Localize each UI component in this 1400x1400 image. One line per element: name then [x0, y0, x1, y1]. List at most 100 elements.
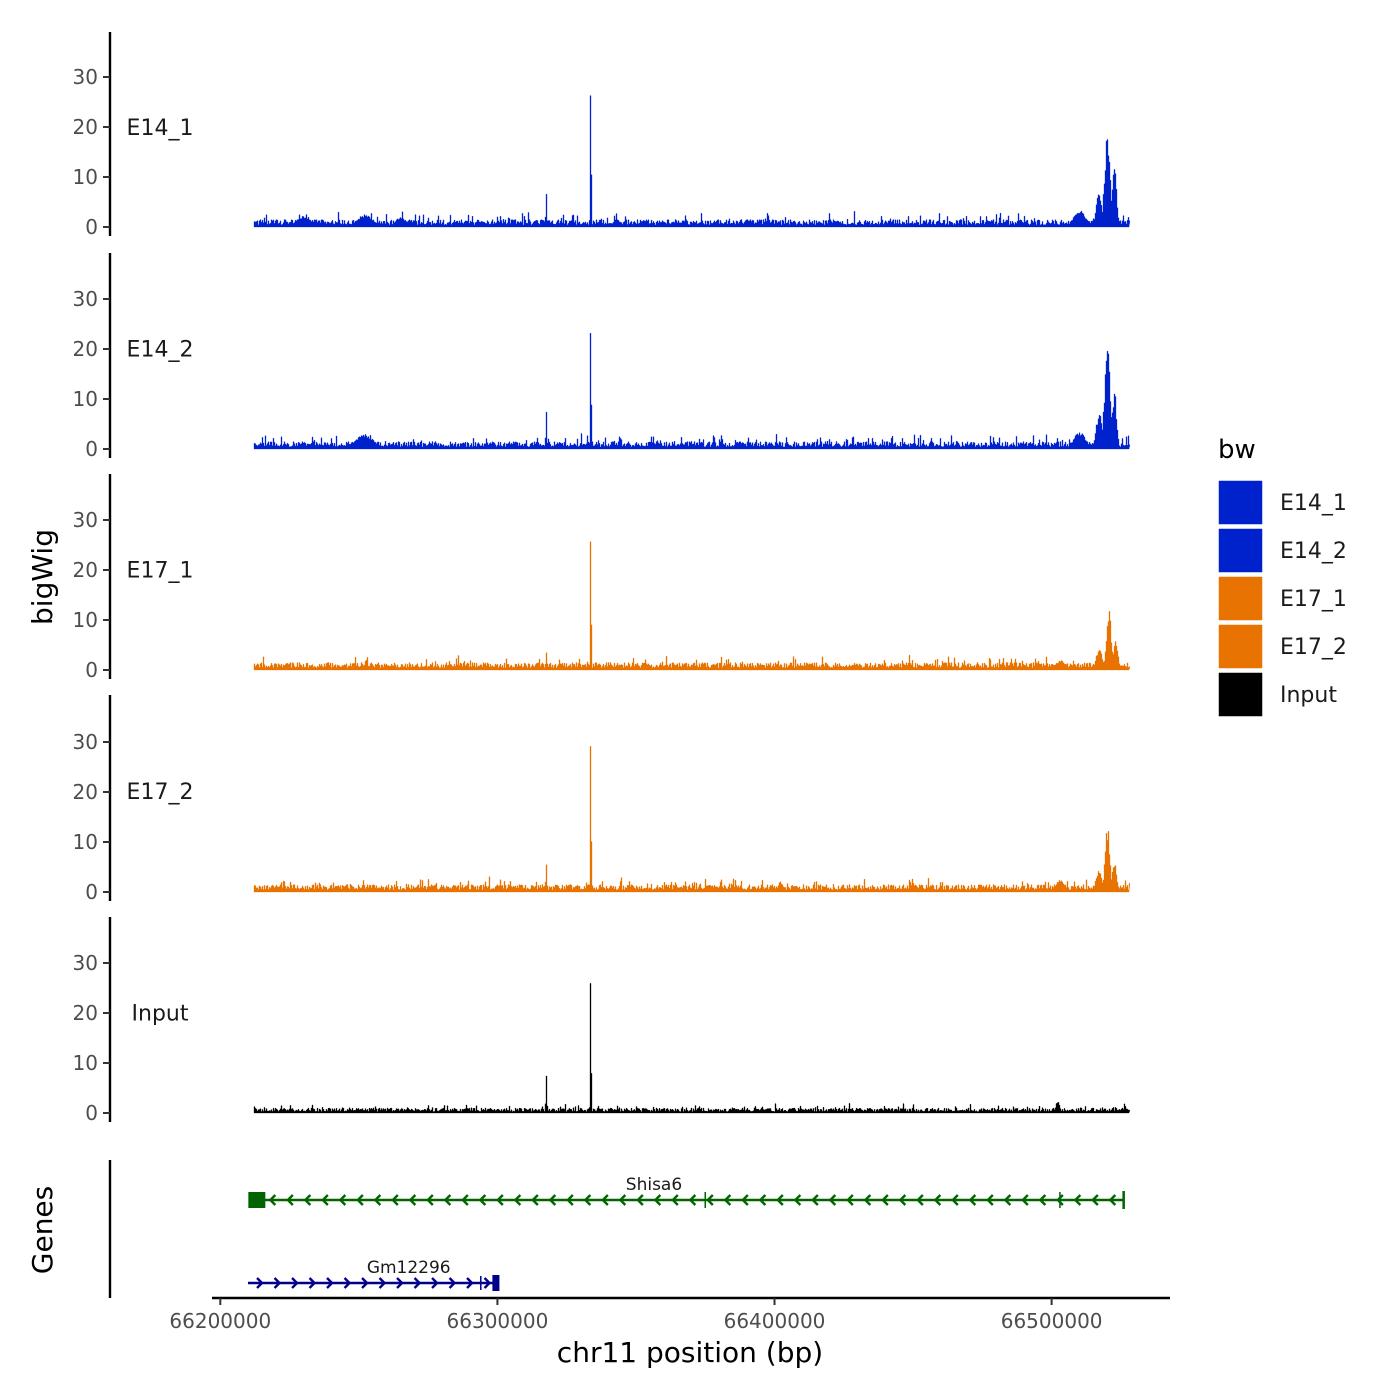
y-tick-label: 0 [85, 437, 98, 461]
strand-arrow [303, 1194, 312, 1206]
y-tick-label: 10 [73, 387, 98, 411]
strand-arrow [286, 1194, 294, 1206]
strand-arrow [448, 1277, 457, 1289]
strand-arrow [483, 1277, 492, 1289]
signal-area-e14-1 [253, 95, 1131, 228]
strand-arrow [1056, 1194, 1064, 1206]
signal-area-e17-1 [253, 541, 1131, 671]
strand-arrow [548, 1194, 557, 1206]
strand-arrow [706, 1194, 714, 1206]
exon-block [248, 1192, 266, 1208]
track-label: E17_2 [127, 780, 194, 805]
legend-label: E17_2 [1280, 635, 1347, 660]
strand-arrow [986, 1194, 994, 1206]
legend-label: E14_1 [1280, 491, 1347, 516]
track-e14-1: 0 10 20 30 E14_1 [73, 32, 1131, 239]
track-input: 0 10 20 30 Input [73, 917, 1131, 1125]
strand-arrow [1108, 1194, 1117, 1206]
strand-arrow [881, 1194, 889, 1206]
y-tick-label: 0 [85, 880, 98, 904]
strand-arrow [828, 1194, 837, 1206]
track-e14-2: 0 10 20 30 E14_2 [73, 253, 1131, 461]
y-tick-label: 20 [73, 115, 98, 139]
strand-arrow [618, 1194, 627, 1206]
legend: bw E14_1 E14_2 E17_1 E17_2 Input [1217, 435, 1347, 718]
strand-arrow [1073, 1194, 1082, 1206]
strand-arrow [636, 1194, 644, 1206]
legend-label: E17_1 [1280, 587, 1347, 612]
strand-arrow [338, 1194, 347, 1206]
y-tick-label: 30 [73, 951, 98, 975]
strand-arrow [916, 1194, 924, 1206]
y-tick-label: 0 [85, 215, 98, 239]
strand-arrow [326, 1277, 334, 1289]
genes-axis-title: Genes [26, 1186, 59, 1274]
strand-arrow [466, 1277, 474, 1289]
legend-label: Input [1280, 683, 1337, 708]
track-label: E14_2 [127, 338, 194, 363]
strand-arrow [793, 1194, 802, 1206]
y-tick-label: 0 [85, 658, 98, 682]
x-axis: 66200000 66300000 66400000 66500000 [169, 1296, 1170, 1333]
track-label: E14_1 [127, 116, 194, 141]
legend-swatch [1217, 527, 1264, 574]
strand-arrow [443, 1194, 452, 1206]
gene-shisa6: Shisa6 [248, 1175, 1125, 1209]
strand-arrow [1003, 1194, 1012, 1206]
strand-arrow [268, 1194, 277, 1206]
strand-arrow [478, 1194, 487, 1206]
y-tick-label: 10 [73, 165, 98, 189]
strand-arrow [951, 1194, 959, 1206]
y-tick-label: 20 [73, 558, 98, 582]
x-tick-label: 66500000 [1001, 1309, 1103, 1333]
strand-arrow [566, 1194, 574, 1206]
exon-block [492, 1275, 500, 1291]
signal-tracks: 0 10 20 30 E14_1 0 10 20 30 E14_2 0 10 20 30 E17_1 0 10 2… [73, 32, 1131, 1125]
strand-arrow [256, 1277, 264, 1289]
strand-arrow [583, 1194, 592, 1206]
legend-label: E14_2 [1280, 539, 1347, 564]
strand-arrow [653, 1194, 662, 1206]
legend-swatch [1217, 623, 1264, 670]
strand-arrow [846, 1194, 854, 1206]
track-label: E17_1 [127, 559, 194, 584]
legend-swatch [1217, 671, 1264, 718]
strand-arrow [431, 1277, 439, 1289]
strand-arrow [361, 1277, 369, 1289]
strand-arrow [373, 1194, 382, 1206]
strand-arrow [308, 1277, 317, 1289]
strand-arrow [291, 1277, 299, 1289]
y-tick-label: 30 [73, 65, 98, 89]
gene-label: Shisa6 [626, 1175, 682, 1195]
y-tick-label: 10 [73, 1051, 98, 1075]
track-e17-1: 0 10 20 30 E17_1 [73, 474, 1131, 682]
track-e17-2: 0 10 20 30 E17_2 [73, 695, 1131, 904]
y-tick-label: 10 [73, 608, 98, 632]
y-tick-label: 20 [73, 337, 98, 361]
strand-arrow [863, 1194, 872, 1206]
strand-arrow [396, 1277, 404, 1289]
strand-arrow [1038, 1194, 1047, 1206]
x-tick-label: 66200000 [169, 1309, 271, 1333]
strand-arrow [723, 1194, 732, 1206]
y-tick-label: 0 [85, 1101, 98, 1125]
strand-arrow [321, 1194, 329, 1206]
strand-arrow [413, 1277, 422, 1289]
track-label: Input [132, 1002, 189, 1027]
strand-arrow [898, 1194, 907, 1206]
y-tick-label: 30 [73, 508, 98, 532]
y-tick-label: 30 [73, 730, 98, 754]
strand-arrow [1021, 1194, 1029, 1206]
y-tick-label: 20 [73, 780, 98, 804]
gene-gm12296: Gm12296 [248, 1258, 500, 1291]
strand-arrow [688, 1194, 697, 1206]
y-tick-label: 30 [73, 287, 98, 311]
strand-arrow [391, 1194, 399, 1206]
legend-title: bw [1218, 435, 1256, 465]
gene-label: Gm12296 [367, 1258, 451, 1278]
strand-arrow [741, 1194, 749, 1206]
strand-arrow [273, 1277, 282, 1289]
strand-arrow [378, 1277, 387, 1289]
strand-arrow [343, 1277, 352, 1289]
